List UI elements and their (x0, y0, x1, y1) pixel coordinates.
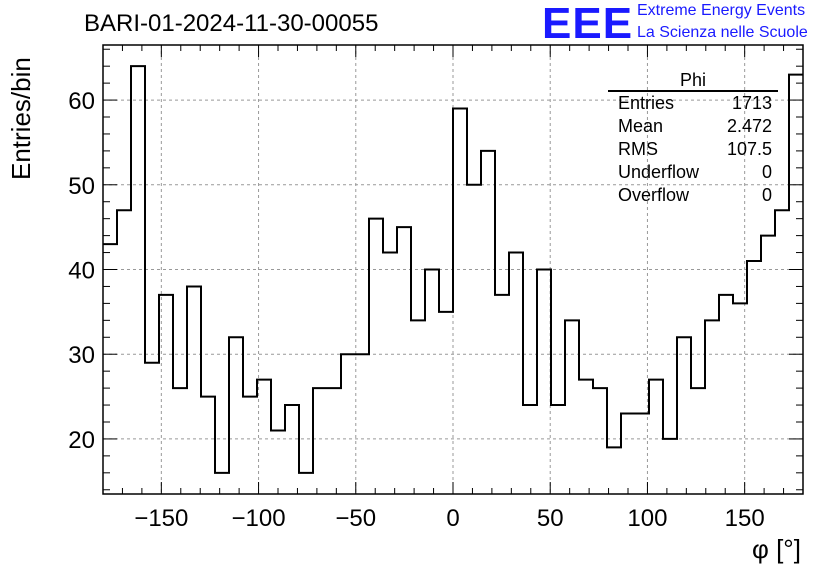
stats-row-overflow: Overflow 0 (608, 184, 778, 207)
x-tick-label: 50 (537, 505, 564, 532)
y-tick-label: 60 (68, 88, 95, 115)
histogram-bin (747, 261, 761, 494)
histogram-bin (453, 109, 467, 494)
histogram-bin (327, 388, 341, 494)
stats-row-entries: Entries 1713 (608, 92, 778, 115)
histogram-bin (201, 397, 215, 494)
histogram-bin (495, 295, 509, 494)
histogram-bin (733, 303, 747, 494)
histogram-bin (229, 337, 243, 494)
histogram-bin (579, 380, 593, 494)
stats-overflow-label: Overflow (618, 185, 690, 205)
histogram-bin (341, 354, 355, 494)
histogram-bin (117, 210, 131, 494)
x-axis-label: φ [°] (752, 534, 801, 564)
logo-line-1: Extreme Energy Events (637, 2, 806, 19)
stats-row-underflow: Underflow 0 (608, 161, 778, 184)
histogram-bin (173, 388, 187, 494)
histogram-bin (635, 414, 649, 494)
histogram-bin (677, 337, 691, 494)
x-tick-label: −150 (134, 505, 188, 532)
y-tick-label: 50 (68, 173, 95, 200)
histogram-bin (761, 236, 775, 494)
histogram-bin (663, 439, 677, 494)
histogram-bin (523, 405, 537, 494)
stats-row-mean: Mean 2.472 (608, 115, 778, 138)
histogram-bin (509, 253, 523, 494)
eee-logo: EEE (542, 0, 634, 48)
stats-entries-value: 1713 (731, 93, 772, 113)
stats-overflow-value: 0 (761, 185, 772, 205)
histogram-bin (565, 320, 579, 494)
histogram-bin (551, 405, 565, 494)
histogram-bin (411, 320, 425, 494)
histogram-bin (775, 210, 789, 494)
stats-mean-value: 2.472 (726, 116, 772, 136)
histogram-bin (285, 405, 299, 494)
y-tick-label: 30 (68, 342, 95, 369)
histogram-bin (537, 270, 551, 495)
histogram-bin (383, 253, 397, 494)
histogram-bin (271, 430, 285, 494)
chart-title: BARI-01-2024-11-30-00055 (84, 10, 379, 37)
x-tick-label: 150 (725, 505, 765, 532)
x-tick-label: −50 (335, 505, 376, 532)
logo-line-2: La Scienza nelle Scuole (637, 24, 808, 41)
histogram-bin (103, 244, 117, 494)
histogram-bin (159, 295, 173, 494)
histogram-bin (705, 320, 719, 494)
x-tick-label: 100 (627, 505, 667, 532)
histogram-bin (719, 295, 733, 494)
histogram-bin (467, 185, 481, 494)
histogram-bin (649, 380, 663, 494)
histogram-bin (425, 270, 439, 495)
stats-name: Phi (608, 70, 778, 92)
y-tick-label: 40 (68, 258, 95, 285)
histogram-bin (439, 312, 453, 494)
stats-underflow-value: 0 (761, 162, 772, 182)
histogram-bin (187, 286, 201, 494)
histogram-bin (369, 219, 383, 494)
y-tick-label: 20 (68, 427, 95, 454)
stats-box: Phi Entries 1713 Mean 2.472 RMS 107.5 Un… (608, 70, 778, 207)
histogram-bin (215, 473, 229, 494)
x-tick-label: 0 (446, 505, 459, 532)
histogram-bin (145, 363, 159, 494)
x-tick-label: −100 (232, 505, 286, 532)
histogram-bin (481, 151, 495, 494)
histogram-bin (397, 227, 411, 494)
histogram-bin (593, 388, 607, 494)
y-axis-label: Entries/bin (6, 57, 36, 180)
histogram-bin (131, 66, 145, 494)
histogram-bin (621, 414, 635, 494)
histogram-bin (257, 380, 271, 494)
stats-underflow-label: Underflow (618, 162, 700, 182)
stats-rms-label: RMS (618, 139, 658, 159)
stats-row-rms: RMS 107.5 (608, 138, 778, 161)
histogram-bin (355, 354, 369, 494)
histogram-bin (789, 75, 803, 494)
histogram-outline (103, 65, 803, 474)
stats-mean-label: Mean (618, 116, 664, 136)
histogram-bin (691, 388, 705, 494)
histogram-bin (299, 473, 313, 494)
histogram-bin (313, 388, 327, 494)
histogram-bin (243, 397, 257, 494)
stats-rms-value: 107.5 (726, 139, 772, 159)
histogram-bin (607, 447, 621, 494)
stats-entries-label: Entries (618, 93, 675, 113)
